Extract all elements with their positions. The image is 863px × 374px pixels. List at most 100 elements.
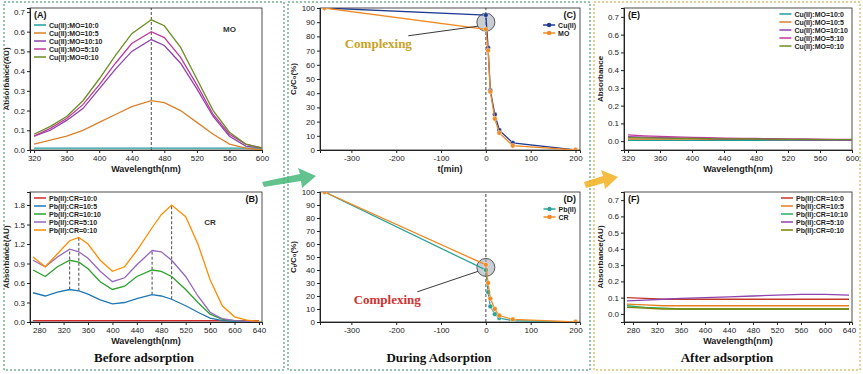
y-tick-mark: [317, 296, 320, 297]
legend-label: Cu(II):MO=5:10: [794, 35, 844, 43]
reference-line: [485, 192, 486, 322]
y-tick: 10: [306, 305, 320, 314]
x-tick-mark: [229, 150, 230, 153]
x-tick: 400: [106, 322, 120, 335]
y-tick-mark: [317, 150, 320, 151]
y-tick-label: 20: [306, 118, 315, 127]
x-axis-line: [321, 323, 581, 326]
x-tick-mark: [197, 150, 198, 153]
x-tick: 200: [569, 322, 583, 335]
plot-frame: [320, 8, 580, 150]
plot-frame: [30, 8, 262, 150]
legend-item: Pb(II):CR=0:10: [34, 227, 97, 235]
x-tick-label: 600: [256, 154, 270, 163]
y-tick-mark: [621, 17, 624, 18]
x-tick-mark: [396, 322, 397, 325]
x-tick: 360: [654, 150, 668, 163]
y-axis-title: Absorbance(AU): [2, 225, 11, 288]
x-axis: 280320360400440480520560600640: [625, 322, 857, 335]
series-marker: [483, 262, 488, 267]
x-axis-title: Wavelength(nm): [111, 336, 181, 346]
x-tick-label: 440: [723, 326, 737, 335]
plot-area: [627, 294, 849, 309]
y-tick: 0.2: [608, 277, 624, 286]
x-tick-label: -200: [389, 154, 406, 163]
x-tick-mark: [396, 150, 397, 153]
legend-label: Cu(II):MO=10:0: [49, 22, 99, 30]
x-tick-label: 440: [131, 326, 145, 335]
x-tick: 360: [675, 322, 689, 335]
y-tick-label: 0.2: [608, 277, 620, 286]
series-line: [324, 192, 575, 322]
legend-label: Pb(II):CR=10:0: [49, 195, 97, 203]
x-tick-mark: [852, 150, 853, 153]
x-tick-mark: [441, 322, 442, 325]
legend: Cu(II)MO: [543, 22, 576, 37]
legend: Cu(II):MO=10:0Cu(II):MO=10:5Cu(II):MO=10…: [779, 11, 848, 51]
x-tick: 640: [253, 322, 267, 335]
reference-line: [78, 238, 79, 291]
y-tick-label: 0.1: [14, 126, 26, 135]
legend-item: Cu(II):MO=10:5: [779, 19, 844, 27]
y-tick-mark: [621, 52, 624, 53]
flow-arrow: [584, 170, 618, 189]
legend-label: Cu(II):MO=5:10: [49, 46, 99, 54]
legend-item: Cu(II):MO=5:10: [34, 46, 99, 54]
y-tick-mark: [317, 322, 320, 323]
y-tick: 0.5: [608, 229, 624, 238]
y-tick-label: 1.8: [14, 201, 26, 210]
legend: Pb(II)CR: [544, 206, 577, 221]
y-tick: 0.1: [608, 294, 624, 303]
x-tick: 560: [795, 322, 809, 335]
x-tick-mark: [801, 322, 802, 325]
y-tick: 0.1: [14, 126, 30, 135]
y-axis-title: Cₜ/C₀(%): [289, 241, 298, 273]
legend-swatch: [779, 37, 791, 39]
x-tick-label: 0: [484, 326, 489, 335]
y-tick-mark: [621, 123, 624, 124]
y-tick: 0.7: [14, 8, 30, 17]
y-tick-label: 0.3: [14, 299, 26, 308]
series-line: [627, 306, 849, 309]
y-tick: 90: [306, 18, 320, 27]
y-tick-mark: [27, 225, 30, 226]
y-tick: 0.3: [608, 84, 624, 93]
x-tick-mark: [351, 322, 352, 325]
y-tick-label: 0.7: [14, 8, 26, 17]
x-tick-label: 480: [158, 154, 172, 163]
x-tick-label: 320: [651, 326, 665, 335]
y-tick: 0.5: [608, 48, 624, 57]
y-tick: 0.0: [608, 310, 624, 319]
plot-area: [34, 8, 262, 150]
legend-swatch: [779, 13, 791, 15]
y-tick-label: 50: [306, 253, 315, 262]
legend-swatch: [34, 205, 46, 207]
x-tick: 520: [191, 150, 205, 163]
y-tick-label: 0.7: [608, 13, 620, 22]
x-tick-mark: [788, 150, 789, 153]
y-tick-mark: [27, 32, 30, 33]
y-tick: 10: [306, 132, 320, 141]
x-tick-mark: [112, 322, 113, 325]
y-tick-mark: [317, 136, 320, 137]
x-tick: 600: [819, 322, 833, 335]
legend-swatch: [34, 24, 46, 26]
x-tick-label: -200: [389, 326, 406, 335]
panel: -300-200-1000100200010203040506070809010…: [289, 188, 583, 335]
x-tick: 560: [204, 322, 218, 335]
x-axis-title: Wavelength(nm): [703, 164, 773, 174]
y-tick-label: 10: [306, 132, 315, 141]
y-tick-label: 60: [306, 240, 315, 249]
y-tick-mark: [621, 200, 624, 201]
x-tick-mark: [777, 322, 778, 325]
x-tick-mark: [628, 150, 629, 153]
legend-item: Pb(II):CR=10:5: [34, 203, 97, 211]
series-marker: [573, 148, 578, 150]
y-tick-mark: [27, 303, 30, 304]
x-tick: -300: [344, 322, 361, 335]
legend-label: Pb(II):CR=10:0: [796, 195, 844, 203]
series-marker: [573, 320, 578, 322]
x-tick: -200: [389, 322, 406, 335]
series-marker: [573, 148, 578, 150]
x-tick: 440: [723, 322, 737, 335]
